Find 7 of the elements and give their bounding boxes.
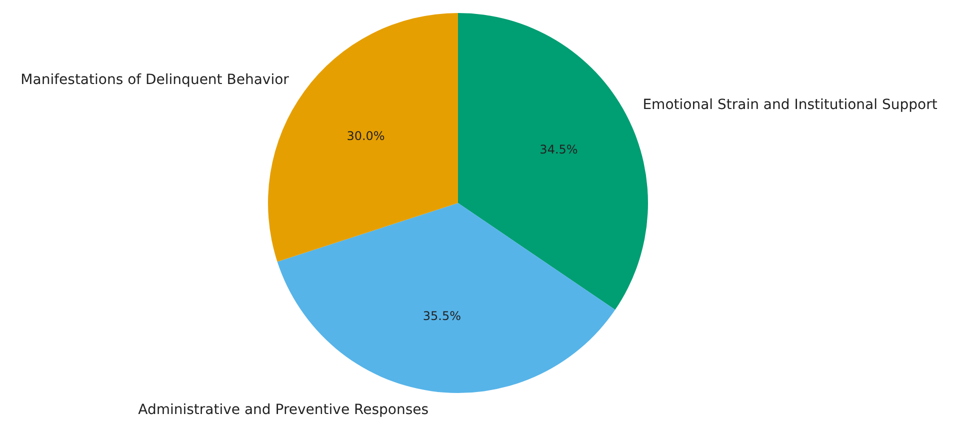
data-label: 35.5% [422, 308, 461, 323]
slice-label: Administrative and Preventive Responses [138, 402, 429, 418]
data-label: 30.0% [346, 128, 385, 143]
pie-slice [277, 203, 616, 393]
slice-label: Emotional Strain and Institutional Support [642, 97, 938, 114]
slice-label: Manifestations of Delinquent Behavior [20, 72, 290, 88]
data-label: 34.5% [540, 142, 578, 157]
